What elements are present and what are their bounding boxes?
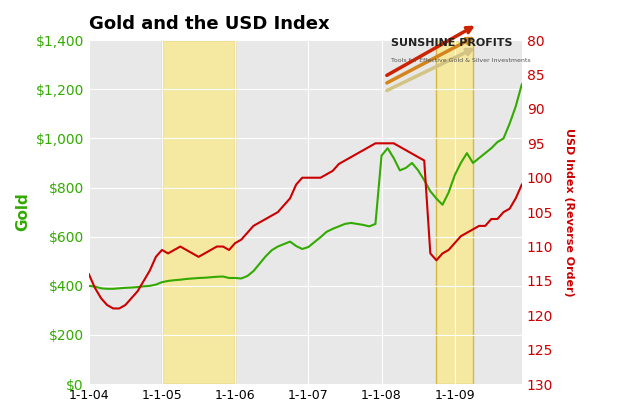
Text: SUNSHINE PROFITS: SUNSHINE PROFITS	[391, 38, 512, 48]
Y-axis label: USD Index (Reverse Order): USD Index (Reverse Order)	[564, 128, 574, 296]
Y-axis label: Gold: Gold	[15, 193, 30, 231]
Bar	[436, 40, 473, 384]
Text: Gold and the USD Index: Gold and the USD Index	[89, 15, 329, 33]
Bar	[162, 40, 235, 384]
Text: Tools for Effective Gold & Silver Investments: Tools for Effective Gold & Silver Invest…	[391, 58, 530, 63]
